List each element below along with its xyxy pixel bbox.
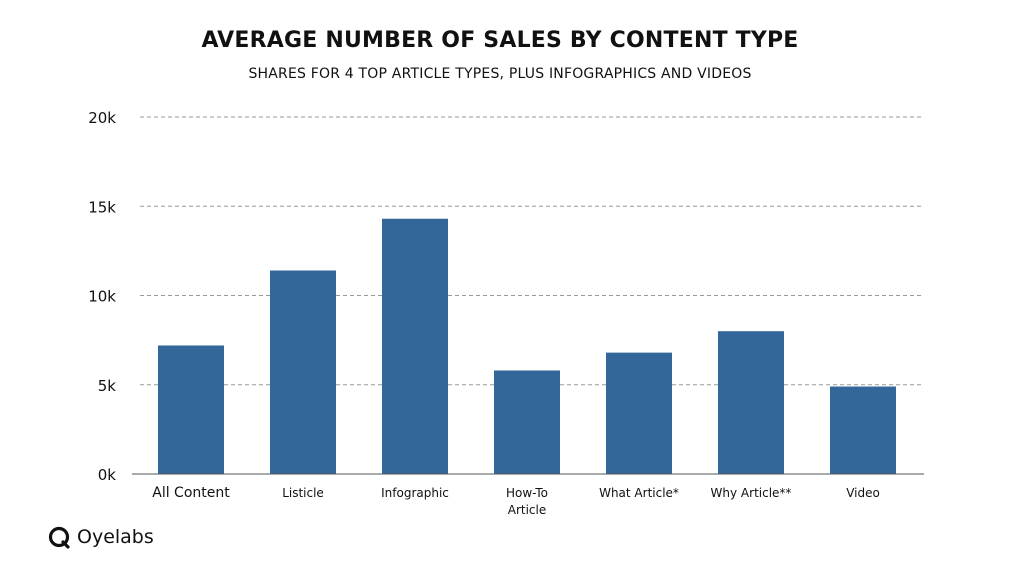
bar <box>606 352 672 474</box>
bar <box>158 345 224 474</box>
bar <box>494 370 560 474</box>
x-tick-label: Video <box>846 486 880 500</box>
y-tick-label: 15k <box>88 198 116 216</box>
x-tick-label: Infographic <box>381 486 449 500</box>
x-tick-label: What Article* <box>599 486 679 500</box>
y-tick-label: 5k <box>98 377 117 395</box>
bar <box>382 218 448 474</box>
chart-subtitle: SHARES FOR 4 TOP ARTICLE TYPES, PLUS INF… <box>248 66 752 82</box>
x-axis-labels: All Content Listicle Infographic How-To Arti… <box>152 485 880 517</box>
y-axis-ticks: 0k 5k 10k 15k 20k <box>88 109 116 484</box>
bar <box>270 270 336 474</box>
y-tick-label: 10k <box>88 288 116 306</box>
y-tick-label: 0k <box>98 466 117 484</box>
x-tick-label: All Content <box>152 485 230 501</box>
bar <box>830 386 896 474</box>
brand-name: Oyelabs <box>77 526 154 548</box>
bars <box>158 218 896 474</box>
brand-logo: Oyelabs <box>47 525 154 549</box>
x-tick-label: Listicle <box>282 486 324 500</box>
x-tick-label: How-To <box>506 486 548 500</box>
y-tick-label: 20k <box>88 109 116 127</box>
x-tick-label: Why Article** <box>711 486 792 500</box>
x-tick-label: Article <box>508 503 547 517</box>
chart-title: AVERAGE NUMBER OF SALES BY CONTENT TYPE <box>201 28 799 53</box>
grid-lines <box>140 116 924 386</box>
bar <box>718 331 784 474</box>
oyelabs-logo-icon <box>48 526 70 549</box>
